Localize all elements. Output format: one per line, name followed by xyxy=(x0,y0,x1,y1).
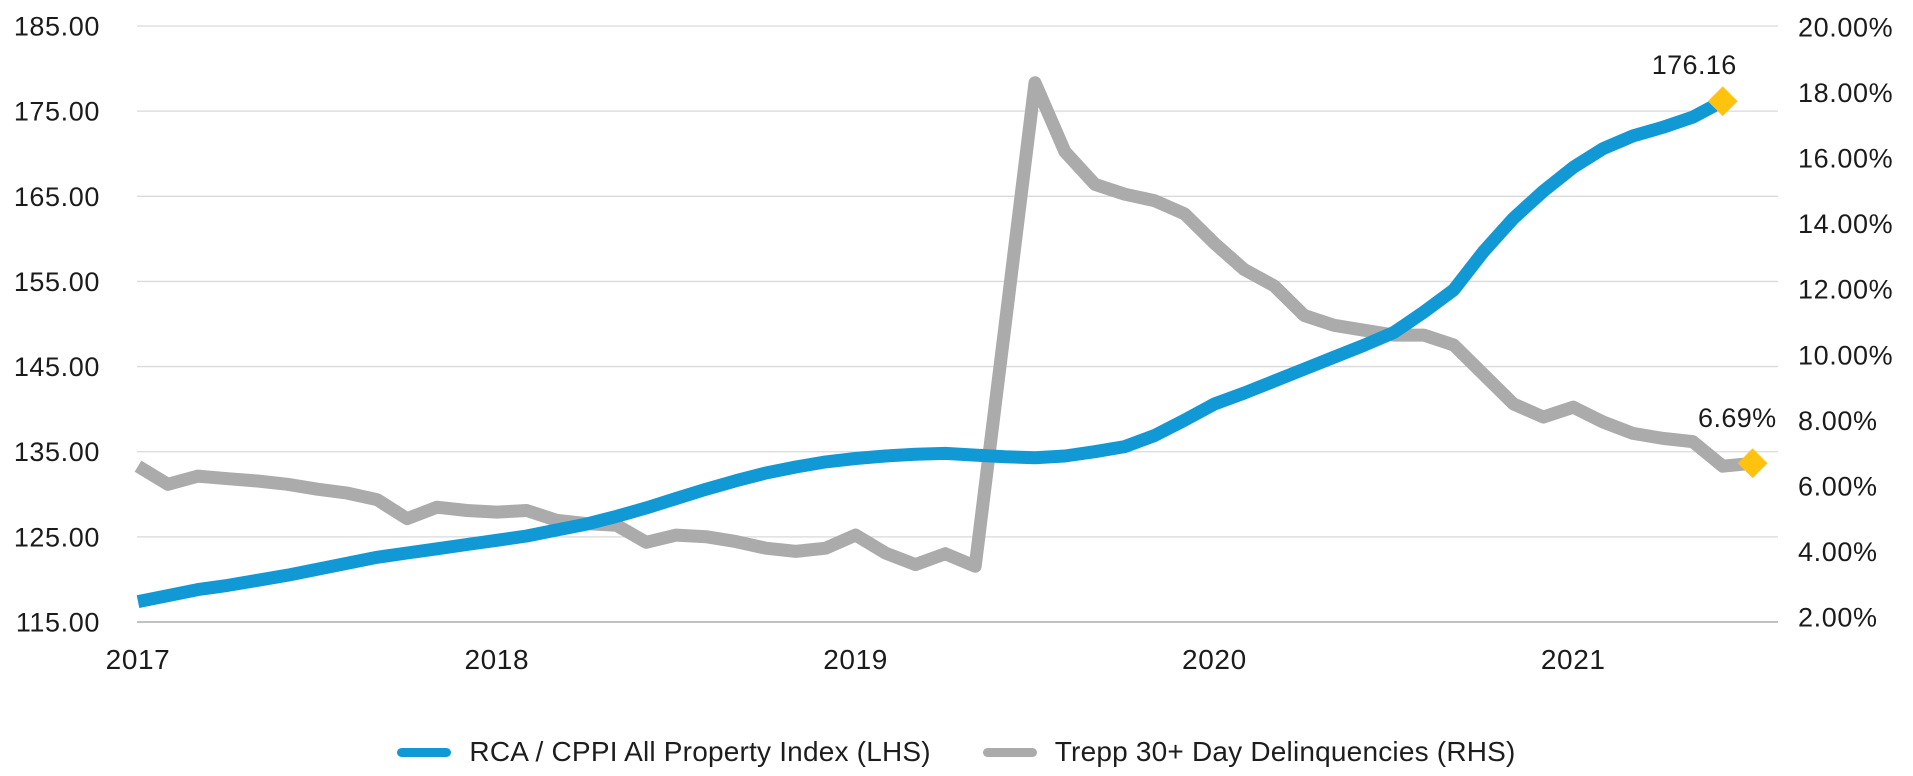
legend-item-rca-cppi: RCA / CPPI All Property Index (LHS) xyxy=(397,736,931,768)
right-axis-tick-label: 20.00% xyxy=(1798,13,1893,43)
rca-cppi-legend-dash-icon xyxy=(397,747,452,757)
trepp-delinquency-line xyxy=(134,76,1754,573)
x-axis-year-label: 2020 xyxy=(1182,644,1247,675)
right-axis-tick-label: 12.00% xyxy=(1798,275,1893,305)
left-axis-tick-label: 125.00 xyxy=(14,522,100,552)
rca-cppi-legend-label: RCA / CPPI All Property Index (LHS) xyxy=(469,736,931,767)
left-axis-tick-label: 185.00 xyxy=(14,12,100,42)
left-axis-tick-label: 145.00 xyxy=(14,352,100,382)
x-axis-year-label: 2018 xyxy=(464,644,529,675)
right-axis-labels: 20.00% 18.00% 16.00% 14.00% 12.00% 10.00% 8.00… xyxy=(1798,13,1893,633)
right-axis-tick-label: 18.00% xyxy=(1798,78,1893,108)
right-axis-tick-label: 4.00% xyxy=(1798,537,1878,567)
right-axis-tick-label: 16.00% xyxy=(1798,144,1893,174)
left-axis-tick-label: 175.00 xyxy=(14,97,100,127)
right-axis-tick-label: 14.00% xyxy=(1798,209,1893,239)
trepp-end-diamond-icon xyxy=(1737,448,1768,479)
chart-legend: RCA / CPPI All Property Index (LHS) Trep… xyxy=(0,736,1913,768)
left-axis-tick-label: 155.00 xyxy=(14,267,100,297)
right-axis-tick-label: 10.00% xyxy=(1798,340,1893,370)
x-axis-labels: 2017 2018 2019 2020 2021 xyxy=(106,644,1606,675)
right-axis-tick-label: 2.00% xyxy=(1798,603,1878,633)
rca-cppi-line xyxy=(136,95,1726,608)
trepp-end-value-label: 6.69% xyxy=(1698,403,1777,433)
left-axis-labels: 185.00 175.00 165.00 155.00 145.00 135.00 125.… xyxy=(14,12,100,638)
gridlines xyxy=(137,25,1778,623)
left-axis-tick-label: 135.00 xyxy=(14,437,100,467)
right-axis-tick-label: 6.00% xyxy=(1798,471,1878,501)
legend-item-trepp: Trepp 30+ Day Delinquencies (RHS) xyxy=(982,736,1516,768)
trepp-legend-dash-icon xyxy=(982,747,1037,757)
rca-cppi-end-diamond-icon xyxy=(1707,86,1738,117)
x-axis-year-label: 2021 xyxy=(1541,644,1606,675)
right-axis-tick-label: 8.00% xyxy=(1798,406,1878,436)
x-axis-year-label: 2019 xyxy=(823,644,888,675)
trepp-legend-label: Trepp 30+ Day Delinquencies (RHS) xyxy=(1054,736,1516,767)
left-axis-tick-label: 165.00 xyxy=(14,182,100,212)
rca-cppi-end-value-label: 176.16 xyxy=(1652,50,1737,80)
left-axis-tick-label: 115.00 xyxy=(16,608,100,638)
x-axis-year-label: 2017 xyxy=(106,644,171,675)
